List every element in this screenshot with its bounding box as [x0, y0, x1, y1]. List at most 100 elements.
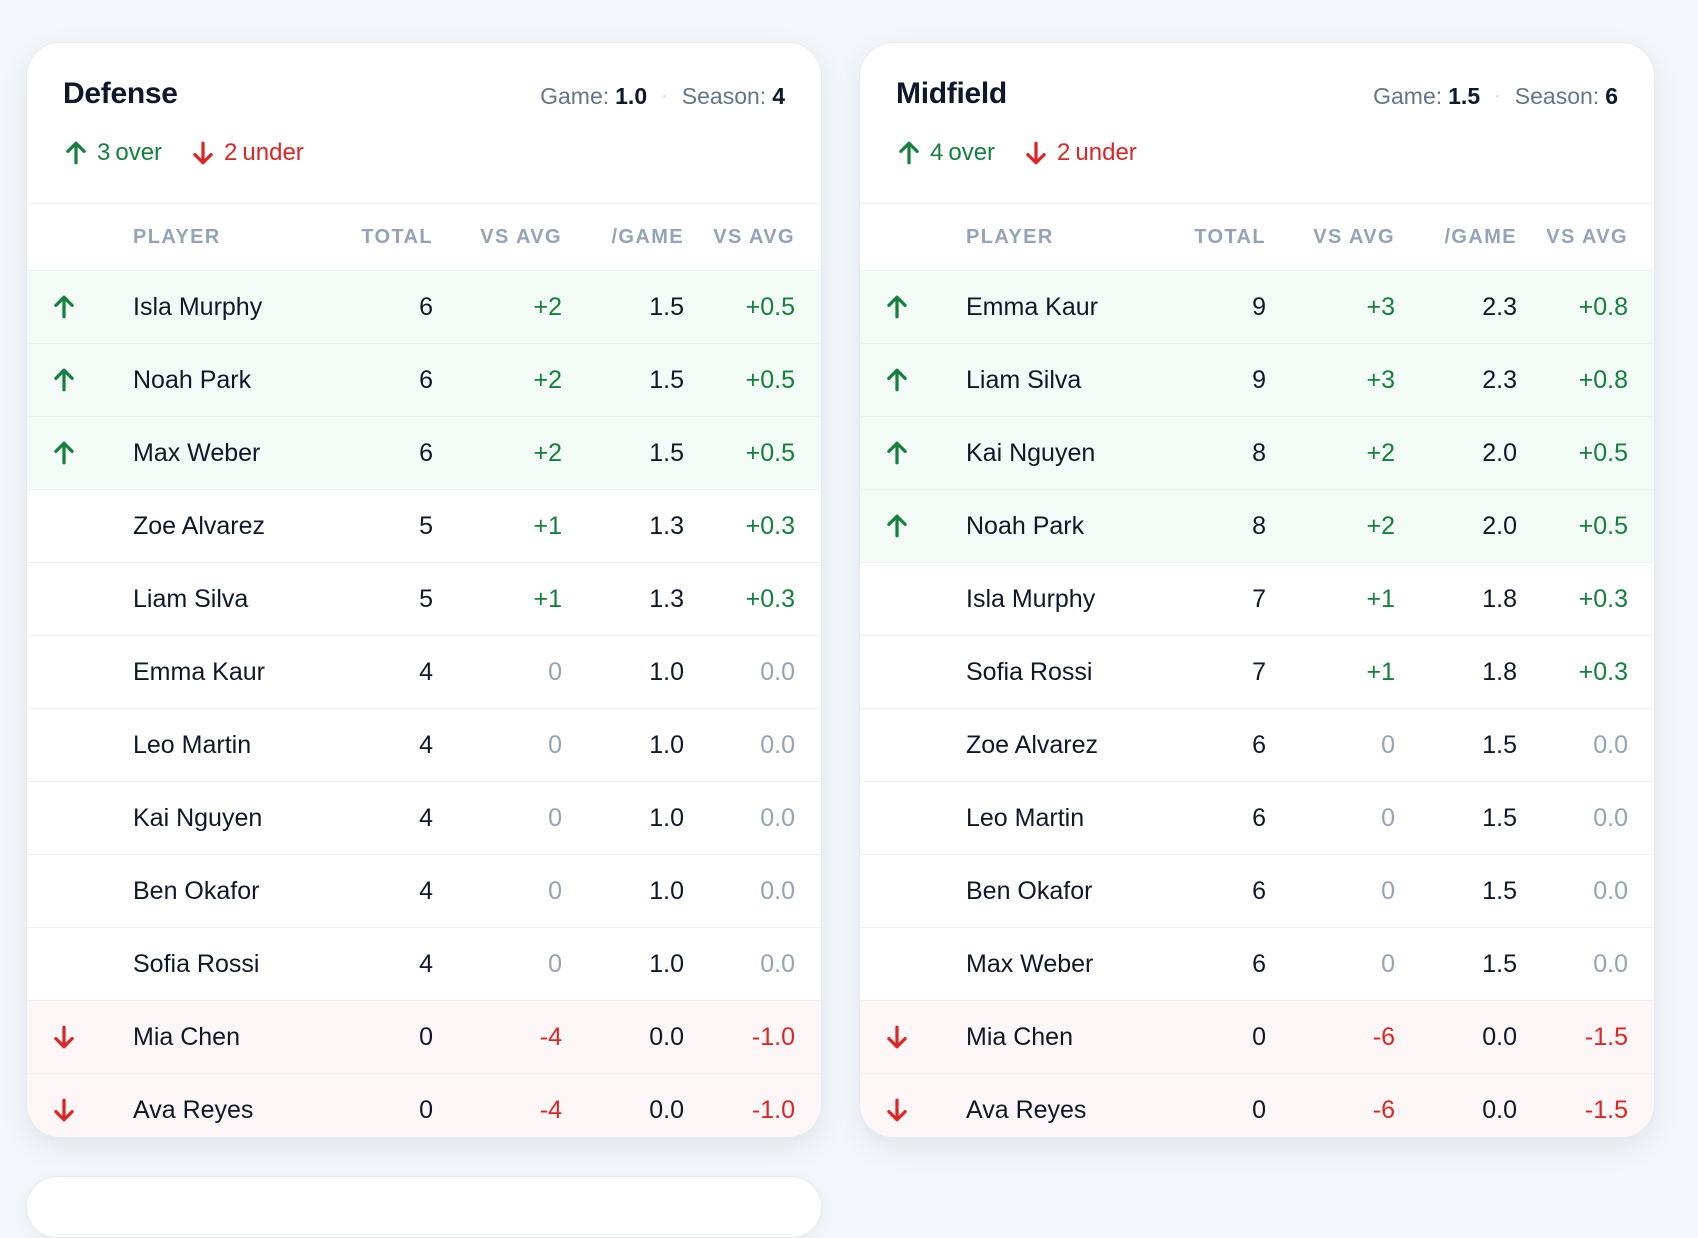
header-per-game[interactable]: /GAME — [562, 203, 684, 271]
vs-avg-total-value: 0 — [433, 854, 562, 928]
player-name: Sofia Rossi — [966, 635, 1164, 709]
separator-dot: · — [1494, 85, 1501, 107]
player-name: Ava Reyes — [133, 1073, 331, 1137]
position-card: Midfield Game: 1.5 · Season: 6 4 over 2 … — [859, 42, 1655, 1138]
table-row[interactable]: Leo Martin 6 0 1.5 0.0 — [860, 781, 1654, 855]
table-row[interactable]: Emma Kaur 4 0 1.0 0.0 — [27, 635, 821, 709]
player-name: Liam Silva — [966, 343, 1164, 417]
vs-avg-game-value: +0.8 — [1517, 270, 1654, 344]
trend-cell — [27, 854, 133, 928]
total-value: 9 — [1164, 343, 1266, 417]
game-label: Game: — [1373, 83, 1443, 109]
header-trend — [860, 203, 966, 271]
over-count: 3 over — [63, 139, 162, 167]
vs-avg-game-value: +0.3 — [1517, 635, 1654, 709]
header-vs-avg-total[interactable]: VS AVG — [1266, 203, 1395, 271]
total-value: 7 — [1164, 562, 1266, 636]
table-row[interactable]: Max Weber 6 +2 1.5 +0.5 — [27, 416, 821, 490]
table-row[interactable]: Mia Chen 0 -6 0.0 -1.5 — [860, 1000, 1654, 1074]
vs-avg-total-value: -6 — [1266, 1000, 1395, 1074]
total-value: 6 — [1164, 927, 1266, 1001]
per-game-value: 2.3 — [1395, 343, 1517, 417]
trend-cell — [860, 1000, 966, 1074]
vs-avg-game-value: -1.0 — [684, 1073, 821, 1137]
table-row[interactable]: Leo Martin 4 0 1.0 0.0 — [27, 708, 821, 782]
table-row[interactable]: Mia Chen 0 -4 0.0 -1.0 — [27, 1000, 821, 1074]
table-row[interactable]: Liam Silva 5 +1 1.3 +0.3 — [27, 562, 821, 636]
trend-cell — [27, 708, 133, 782]
total-value: 6 — [331, 416, 433, 490]
trend-cell — [860, 1073, 966, 1137]
table-row[interactable]: Kai Nguyen 8 +2 2.0 +0.5 — [860, 416, 1654, 490]
vs-avg-total-value: 0 — [433, 708, 562, 782]
total-value: 9 — [1164, 270, 1266, 344]
header-trend — [27, 203, 133, 271]
per-game-value: 1.8 — [1395, 635, 1517, 709]
table-row[interactable]: Max Weber 6 0 1.5 0.0 — [860, 927, 1654, 1001]
vs-avg-game-value: +0.5 — [684, 343, 821, 417]
arrow-down-icon — [884, 1097, 966, 1123]
header-total[interactable]: TOTAL — [1164, 203, 1266, 271]
vs-avg-game-value: 0.0 — [1517, 781, 1654, 855]
header-player[interactable]: PLAYER — [133, 203, 331, 271]
vs-avg-total-value: +2 — [433, 270, 562, 344]
table-row[interactable]: Ava Reyes 0 -4 0.0 -1.0 — [27, 1073, 821, 1137]
over-under-counts: 4 over 2 under — [896, 139, 1137, 167]
table-row[interactable]: Isla Murphy 6 +2 1.5 +0.5 — [27, 270, 821, 344]
per-game-value: 1.5 — [1395, 708, 1517, 782]
vs-avg-total-value: +2 — [433, 343, 562, 417]
player-name: Ben Okafor — [966, 854, 1164, 928]
trend-cell — [860, 781, 966, 855]
header-player[interactable]: PLAYER — [966, 203, 1164, 271]
per-game-value: 1.0 — [562, 781, 684, 855]
player-name: Leo Martin — [133, 708, 331, 782]
arrow-up-icon — [51, 440, 133, 466]
table-row[interactable]: Ben Okafor 6 0 1.5 0.0 — [860, 854, 1654, 928]
table-row[interactable]: Liam Silva 9 +3 2.3 +0.8 — [860, 343, 1654, 417]
player-name: Kai Nguyen — [133, 781, 331, 855]
table-row[interactable]: Zoe Alvarez 5 +1 1.3 +0.3 — [27, 489, 821, 563]
table-row[interactable]: Ben Okafor 4 0 1.0 0.0 — [27, 854, 821, 928]
header-per-game[interactable]: /GAME — [1395, 203, 1517, 271]
arrow-down-icon — [1023, 140, 1057, 166]
player-name: Emma Kaur — [133, 635, 331, 709]
vs-avg-total-value: +3 — [1266, 343, 1395, 417]
header-vs-avg-game[interactable]: VS AVG — [684, 203, 821, 271]
per-game-value: 1.5 — [562, 416, 684, 490]
header-total[interactable]: TOTAL — [331, 203, 433, 271]
table-row[interactable]: Kai Nguyen 4 0 1.0 0.0 — [27, 781, 821, 855]
total-value: 0 — [1164, 1073, 1266, 1137]
trend-cell — [27, 781, 133, 855]
table-row[interactable]: Sofia Rossi 4 0 1.0 0.0 — [27, 927, 821, 1001]
separator-dot: · — [661, 85, 668, 107]
trend-cell — [27, 1000, 133, 1074]
arrow-down-icon — [51, 1097, 133, 1123]
total-value: 5 — [331, 489, 433, 563]
table-row[interactable]: Noah Park 8 +2 2.0 +0.5 — [860, 489, 1654, 563]
table-row[interactable]: Zoe Alvarez 6 0 1.5 0.0 — [860, 708, 1654, 782]
trend-cell — [27, 489, 133, 563]
per-game-value: 1.0 — [562, 854, 684, 928]
total-value: 8 — [1164, 489, 1266, 563]
player-name: Zoe Alvarez — [966, 708, 1164, 782]
table-row[interactable]: Emma Kaur 9 +3 2.3 +0.8 — [860, 270, 1654, 344]
per-game-value: 1.5 — [1395, 854, 1517, 928]
table-row[interactable]: Ava Reyes 0 -6 0.0 -1.5 — [860, 1073, 1654, 1137]
table-row[interactable]: Noah Park 6 +2 1.5 +0.5 — [27, 343, 821, 417]
arrow-down-icon — [884, 1024, 966, 1050]
header-vs-avg-game[interactable]: VS AVG — [1517, 203, 1654, 271]
game-label: Game: — [540, 83, 610, 109]
over-count: 4 over — [896, 139, 995, 167]
player-name: Mia Chen — [133, 1000, 331, 1074]
total-value: 5 — [331, 562, 433, 636]
table-row[interactable]: Isla Murphy 7 +1 1.8 +0.3 — [860, 562, 1654, 636]
header-vs-avg-total[interactable]: VS AVG — [433, 203, 562, 271]
total-value: 4 — [331, 781, 433, 855]
total-value: 6 — [331, 270, 433, 344]
table-row[interactable]: Sofia Rossi 7 +1 1.8 +0.3 — [860, 635, 1654, 709]
trend-cell — [860, 635, 966, 709]
player-name: Zoe Alvarez — [133, 489, 331, 563]
vs-avg-total-value: 0 — [1266, 781, 1395, 855]
next-position-card — [26, 1176, 822, 1238]
season-label: Season: — [1514, 83, 1600, 109]
